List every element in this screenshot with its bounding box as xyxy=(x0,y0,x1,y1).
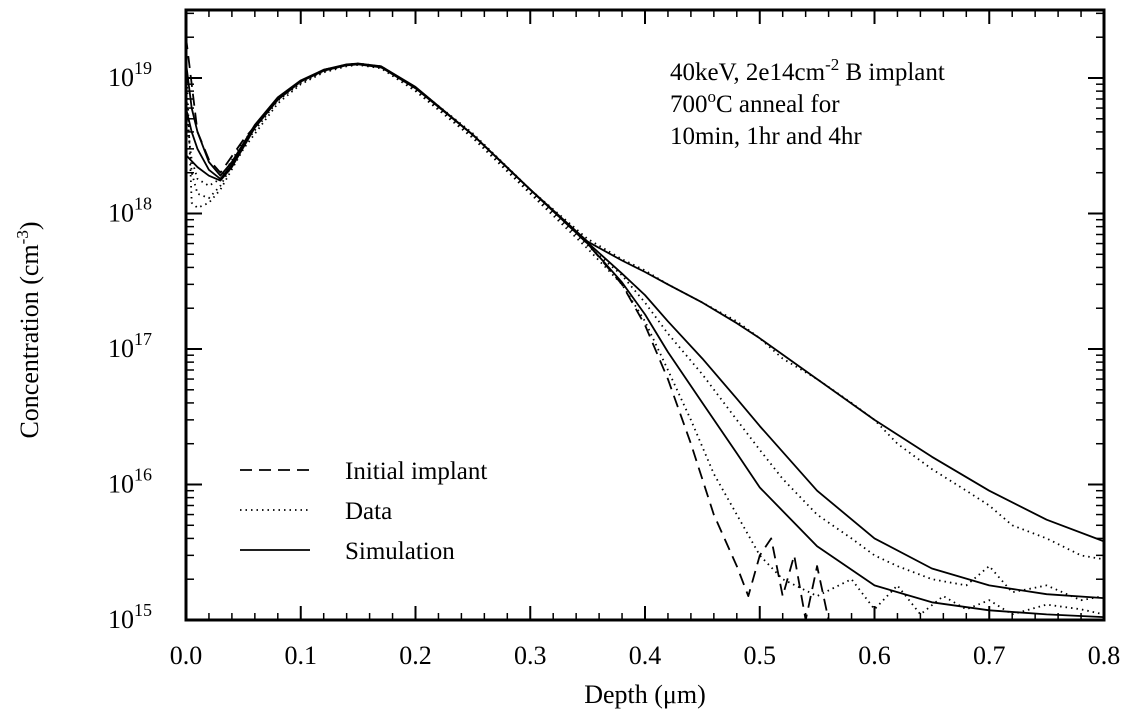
x-tick-label: 0.0 xyxy=(170,641,203,670)
x-tick-label: 0.1 xyxy=(285,641,318,670)
y-tick-label: 1018 xyxy=(108,194,152,228)
y-axis-title: Concentration (cm-3) xyxy=(13,221,44,438)
series-line-5 xyxy=(185,62,1105,618)
ticks-layer xyxy=(185,10,1105,621)
labels-layer: 0.0 0.1 0.2 0.3 0.4 0.5 0.6 0.7 0.8 1015 1016 1017 1… xyxy=(108,58,1120,670)
series-line-2 xyxy=(185,54,1105,616)
x-tick-label: 0.6 xyxy=(858,641,891,670)
annotation-line-3: 10min, 1hr and 4hr xyxy=(670,123,862,150)
series-line-3 xyxy=(185,63,1105,602)
series-line-6 xyxy=(185,63,1105,599)
legend-label-2: Data xyxy=(345,498,392,525)
x-tick-label: 0.8 xyxy=(1088,641,1121,670)
annotation-line-1: 40keV, 2e14cm-2 B implant xyxy=(670,55,945,86)
x-tick-label: 0.3 xyxy=(514,641,547,670)
legend: Initial implant Data Simulation xyxy=(240,458,487,565)
series-line-4 xyxy=(185,62,1105,561)
y-tick-label: 1016 xyxy=(108,465,152,499)
x-axis-title: Depth (μm) xyxy=(584,680,706,709)
svg-text:Concentration (cm-3): Concentration (cm-3) xyxy=(13,221,44,438)
legend-label-3: Simulation xyxy=(345,538,455,565)
y-tick-label: 1017 xyxy=(108,329,152,363)
y-tick-label: 1015 xyxy=(108,600,152,634)
legend-label-1: Initial implant xyxy=(345,458,487,485)
x-tick-label: 0.4 xyxy=(629,641,662,670)
series-layer xyxy=(185,37,1105,621)
series-line-7 xyxy=(185,63,1105,543)
x-tick-label: 0.2 xyxy=(399,641,432,670)
x-tick-label: 0.7 xyxy=(973,641,1006,670)
annotation-line-2: 700oC anneal for xyxy=(670,87,840,118)
x-tick-label: 0.5 xyxy=(744,641,777,670)
y-tick-label: 1019 xyxy=(108,58,152,92)
